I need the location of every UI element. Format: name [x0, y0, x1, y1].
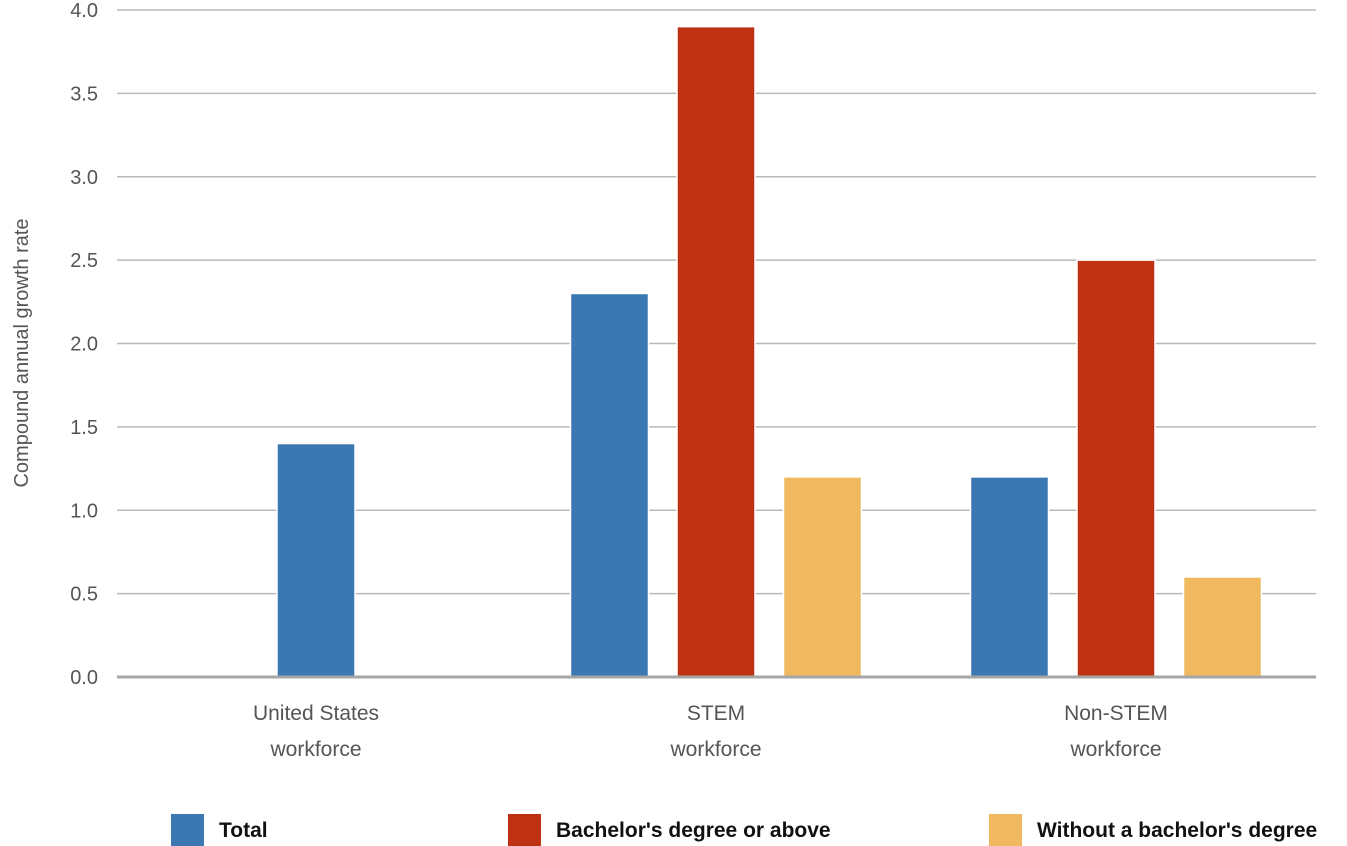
- y-tick-label: 0.5: [70, 584, 98, 606]
- bar: [569, 292, 650, 678]
- bar: [1182, 576, 1263, 678]
- x-category-label: workforce: [669, 738, 761, 761]
- x-category-label: Non-STEM: [1064, 702, 1168, 725]
- bar: [676, 25, 756, 678]
- y-axis-title: Compound annual growth rate: [11, 218, 33, 487]
- legend-label: Bachelor's degree or above: [556, 819, 831, 842]
- bar: [1076, 259, 1156, 678]
- legend-item: Total: [171, 814, 268, 846]
- y-tick-label: 1.5: [70, 417, 98, 439]
- x-axis-category-labels: United States workforce STEM workforce Non-S…: [253, 702, 1168, 761]
- legend-label: Total: [219, 819, 268, 842]
- legend-item: Bachelor's degree or above: [508, 814, 831, 846]
- y-axis-ticks: 0.0 0.5 1.0 1.5 2.0 2.5 3.0 3.5 4.0: [70, 0, 98, 689]
- y-tick-label: 2.0: [70, 334, 98, 356]
- legend-swatch: [989, 814, 1022, 846]
- legend-swatch: [171, 814, 204, 846]
- bar: [969, 476, 1050, 678]
- bars: [276, 25, 1263, 678]
- y-tick-label: 0.0: [70, 667, 98, 689]
- legend-label: Without a bachelor's degree: [1037, 819, 1317, 842]
- x-category-label: United States: [253, 702, 379, 725]
- bar: [782, 476, 863, 678]
- y-tick-label: 3.5: [70, 83, 98, 105]
- legend-swatch: [508, 814, 541, 846]
- bar: [276, 442, 356, 678]
- y-tick-label: 3.0: [70, 167, 98, 189]
- y-tick-label: 2.5: [70, 250, 98, 272]
- y-tick-label: 4.0: [70, 0, 98, 22]
- legend: Total Bachelor's degree or above Without a…: [171, 814, 1317, 846]
- x-category-label: workforce: [1069, 738, 1161, 761]
- legend-item: Without a bachelor's degree: [989, 814, 1317, 846]
- y-tick-label: 1.0: [70, 500, 98, 522]
- x-category-label: STEM: [687, 702, 745, 725]
- x-category-label: workforce: [269, 738, 361, 761]
